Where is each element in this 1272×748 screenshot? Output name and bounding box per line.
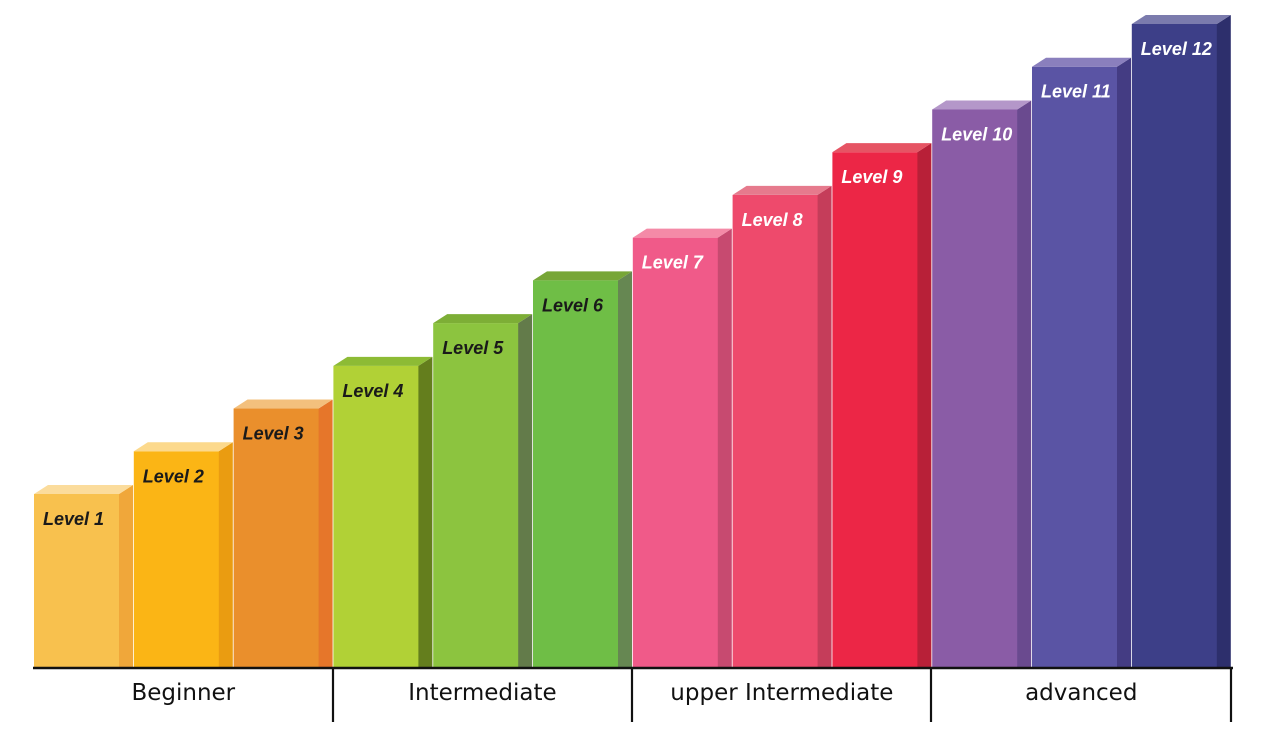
level-bar: Level 2 (133, 442, 233, 667)
bar-front-face (832, 152, 918, 667)
level-bar: Level 12 (1131, 15, 1231, 667)
bar-side-face (817, 185, 832, 667)
level-label: Level 1 (43, 509, 104, 529)
bar-top-face (433, 314, 533, 324)
group-label: Intermediate (408, 680, 556, 706)
group-label: upper Intermediate (670, 680, 893, 706)
level-label: Level 12 (1141, 39, 1212, 59)
group-axis: Beginner Intermediate upper Intermediate ad… (33, 666, 1233, 722)
bar-front-face (233, 408, 320, 667)
bar-front-face (533, 280, 619, 667)
bar-front-face (433, 323, 519, 667)
level-bar: Level 6 (533, 271, 632, 667)
bar-top-face (832, 143, 932, 153)
bar-top-face (632, 228, 732, 238)
bar-top-face (34, 485, 133, 494)
level-bar: Level 11 (1032, 57, 1131, 667)
group-label: Beginner (131, 680, 235, 706)
level-bar: Level 10 (932, 100, 1032, 668)
bar-side-face (1017, 100, 1032, 668)
bar-front-face (1032, 66, 1118, 667)
level-bar: Level 3 (233, 399, 333, 667)
level-bar: Level 7 (632, 228, 732, 668)
bar-side-face (618, 271, 632, 667)
level-label: Level 4 (342, 381, 403, 401)
level-label: Level 2 (143, 466, 204, 486)
bar-front-face (333, 365, 419, 667)
bar-side-face (318, 399, 333, 667)
level-label: Level 6 (542, 295, 604, 315)
level-bar: Level 4 (333, 356, 433, 667)
level-bar: Level 9 (832, 143, 932, 667)
bar-top-face (233, 399, 333, 409)
bar-front-face (632, 237, 719, 668)
bar-top-face (1131, 15, 1231, 24)
bar-top-face (1032, 57, 1131, 67)
group-label: advanced (1025, 680, 1137, 706)
level-bar: Level 1 (34, 485, 133, 667)
level-bar: Level 5 (433, 314, 533, 667)
level-bars: Level 1 Level 2 Level 3 Level 4 Level 5 Level… (34, 15, 1231, 668)
bar-top-face (533, 271, 632, 281)
bar-side-face (119, 485, 133, 667)
bar-side-face (1216, 15, 1231, 667)
bar-top-face (732, 185, 832, 195)
level-label: Level 9 (841, 167, 902, 187)
bar-front-face (1131, 24, 1218, 667)
bar-side-face (218, 442, 233, 667)
bar-side-face (1117, 57, 1131, 667)
bar-side-face (518, 314, 533, 667)
bar-front-face (133, 451, 220, 667)
bar-front-face (34, 494, 120, 667)
bar-side-face (418, 356, 433, 667)
level-bar: Level 8 (732, 185, 832, 667)
bar-top-face (932, 100, 1032, 110)
level-label: Level 11 (1041, 82, 1111, 102)
bar-front-face (932, 109, 1018, 668)
bar-front-face (732, 194, 819, 667)
level-label: Level 10 (941, 124, 1012, 144)
bar-side-face (717, 228, 732, 668)
bar-top-face (133, 442, 233, 452)
level-label: Level 5 (442, 338, 504, 358)
level-label: Level 3 (243, 424, 304, 444)
bar-side-face (917, 143, 932, 667)
level-label: Level 8 (742, 210, 803, 230)
level-label: Level 7 (642, 253, 704, 273)
bar-top-face (333, 356, 433, 366)
